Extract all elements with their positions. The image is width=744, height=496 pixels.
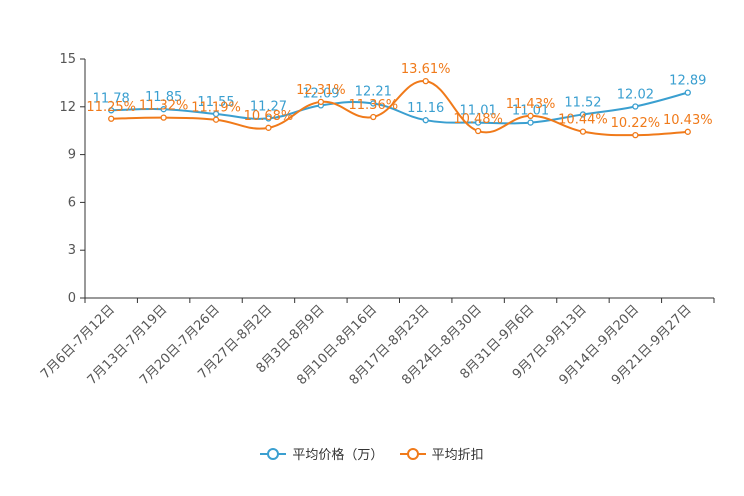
data-point-discount [632, 132, 639, 139]
data-point-price [265, 115, 272, 122]
data-label-discount: 11.36% [349, 98, 399, 113]
legend: 平均价格（万） 平均折扣 [0, 444, 744, 464]
data-point-discount [108, 115, 115, 122]
data-point-discount [212, 116, 220, 123]
data-label-discount: 10.22% [611, 116, 661, 131]
data-point-price [579, 111, 587, 118]
data-label-discount: 11.43% [506, 97, 556, 112]
data-point-discount [422, 77, 429, 85]
data-label-price: 11.55 [197, 95, 234, 110]
data-point-discount [370, 113, 377, 121]
y-tick-label: 15 [59, 52, 76, 67]
legend-item-discount[interactable]: 平均折扣 [399, 444, 484, 463]
data-label-price: 11.27 [250, 99, 287, 114]
data-point-discount [579, 128, 587, 135]
data-label-price: 11.52 [564, 95, 601, 110]
data-point-price [212, 110, 220, 118]
data-point-price [370, 100, 377, 107]
series-line-price [111, 91, 689, 125]
data-label-price: 12.21 [355, 84, 392, 99]
data-point-price [108, 107, 115, 114]
data-point-discount [265, 124, 272, 131]
data-label-discount: 11.32% [139, 99, 189, 114]
data-point-price [422, 117, 429, 124]
legend-marker-price-icon [260, 447, 287, 460]
legend-label-price: 平均价格（万） [292, 448, 384, 463]
data-label-discount: 10.48% [453, 112, 503, 127]
y-tick-label: 12 [59, 100, 76, 115]
y-tick-label: 3 [68, 243, 76, 258]
legend-item-price[interactable]: 平均价格（万） [260, 444, 383, 463]
data-label-discount: 11.25% [86, 100, 136, 115]
data-point-discount [317, 98, 325, 106]
data-label-price: 11.01 [512, 104, 549, 119]
legend-marker-discount-icon [399, 447, 426, 460]
data-label-price: 11.78 [93, 91, 130, 106]
data-point-discount [684, 128, 691, 135]
data-label-discount: 11.19% [191, 101, 241, 116]
data-label-discount: 10.44% [558, 113, 608, 128]
data-label-price: 11.16 [407, 101, 444, 116]
y-tick-label: 0 [68, 291, 76, 306]
y-tick-label: 6 [68, 195, 76, 210]
data-point-price [632, 103, 639, 110]
data-label-discount: 12.31% [296, 83, 346, 98]
legend-label-discount: 平均折扣 [431, 448, 484, 463]
data-label-discount: 10.43% [663, 113, 713, 128]
data-point-price [684, 89, 691, 96]
data-label-price: 12.09 [302, 86, 339, 101]
data-label-discount: 13.61% [401, 62, 451, 77]
data-point-price [527, 119, 534, 126]
data-label-discount: 10.68% [244, 109, 294, 124]
data-label-price: 11.01 [460, 104, 497, 119]
data-point-discount [160, 114, 167, 121]
data-point-discount [527, 112, 534, 120]
data-label-price: 11.85 [145, 90, 182, 105]
data-point-discount [474, 127, 482, 135]
data-label-price: 12.89 [669, 74, 706, 89]
data-point-price [160, 106, 167, 113]
data-label-price: 12.02 [617, 87, 654, 102]
y-tick-label: 9 [68, 148, 76, 163]
data-point-price [474, 119, 482, 126]
